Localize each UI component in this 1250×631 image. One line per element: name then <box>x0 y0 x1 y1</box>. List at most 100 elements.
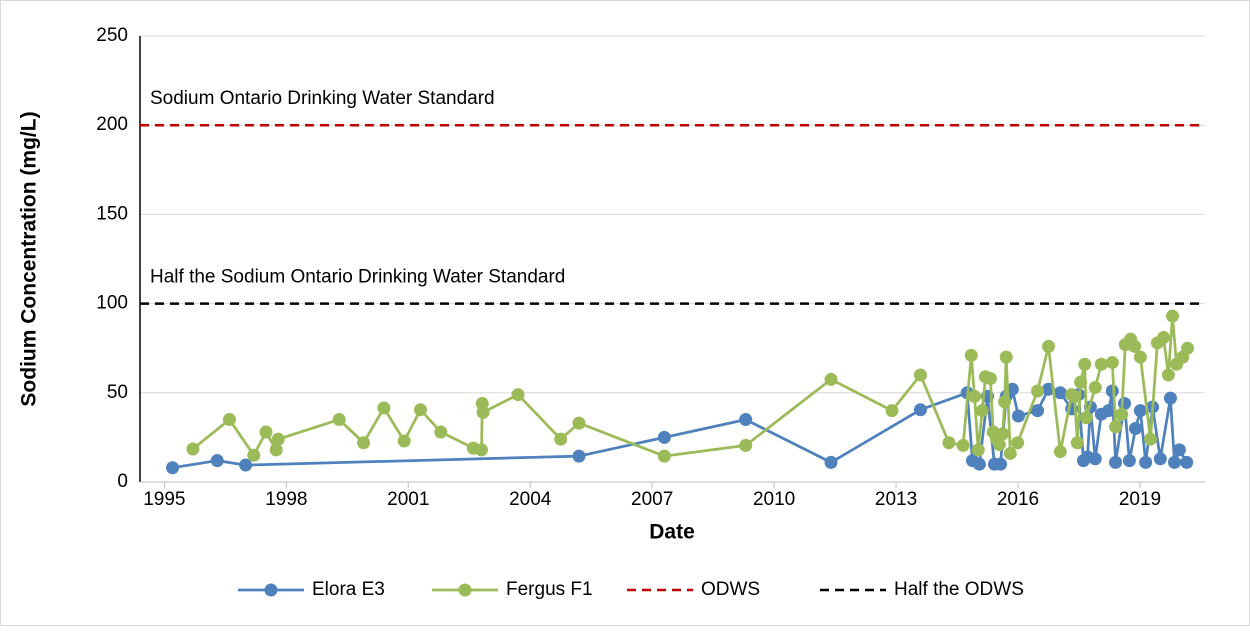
data-point <box>476 405 490 419</box>
data-point <box>1088 452 1102 466</box>
data-point <box>210 454 224 468</box>
data-point <box>998 395 1012 409</box>
y-tick-label: 50 <box>107 382 128 403</box>
data-point <box>999 350 1013 364</box>
data-point <box>186 442 200 456</box>
data-point <box>824 372 838 386</box>
data-point <box>1053 445 1067 459</box>
data-point <box>332 413 346 427</box>
data-point <box>1070 436 1084 450</box>
data-point <box>1074 375 1088 389</box>
data-point <box>824 455 838 469</box>
data-point <box>1122 454 1136 468</box>
data-point <box>942 436 956 450</box>
data-point <box>1133 404 1147 418</box>
legend-label: ODWS <box>701 579 760 600</box>
data-point <box>1161 368 1175 382</box>
data-point <box>1168 455 1182 469</box>
x-tick-label: 2004 <box>509 489 552 510</box>
data-point <box>474 443 488 457</box>
data-point <box>994 457 1008 471</box>
data-point <box>1011 436 1025 450</box>
legend-label: Elora E3 <box>312 579 385 600</box>
y-tick-label: 250 <box>96 25 128 46</box>
data-point <box>357 436 371 450</box>
data-point <box>1109 455 1123 469</box>
data-point <box>1128 421 1142 435</box>
data-point <box>1078 357 1092 371</box>
data-point <box>972 457 986 471</box>
legend-label: Fergus F1 <box>506 579 593 600</box>
data-point <box>1088 380 1102 394</box>
x-axis-label: Date <box>649 521 695 544</box>
legend-marker <box>458 583 472 597</box>
data-point <box>739 438 753 452</box>
data-point <box>992 438 1006 452</box>
y-tick-label: 200 <box>96 114 128 135</box>
data-point <box>1153 452 1167 466</box>
legend-label: Half the ODWS <box>894 579 1024 600</box>
data-point <box>572 416 586 430</box>
data-point <box>572 449 586 463</box>
data-point <box>1165 309 1179 323</box>
data-point <box>971 443 985 457</box>
x-tick-label: 2016 <box>997 489 1039 510</box>
annotation: Half the Sodium Ontario Drinking Water S… <box>150 267 565 288</box>
y-tick-label: 0 <box>117 471 128 492</box>
x-tick-label: 2007 <box>631 489 673 510</box>
data-point <box>739 413 753 427</box>
data-point <box>1163 391 1177 405</box>
data-point <box>259 425 273 439</box>
data-point <box>1042 339 1056 353</box>
data-point <box>1133 350 1147 364</box>
data-point <box>434 425 448 439</box>
data-point <box>964 348 978 362</box>
x-tick-label: 1995 <box>143 489 185 510</box>
data-point <box>1180 455 1194 469</box>
data-point <box>239 458 253 472</box>
data-point <box>657 449 671 463</box>
data-point <box>511 388 525 402</box>
data-point <box>1115 407 1129 421</box>
x-tick-label: 2013 <box>875 489 917 510</box>
data-point <box>913 403 927 417</box>
data-point <box>1144 432 1158 446</box>
data-point <box>1011 409 1025 423</box>
data-point <box>269 443 283 457</box>
data-point <box>885 404 899 418</box>
data-point <box>1105 384 1119 398</box>
data-point <box>1105 355 1119 369</box>
data-point <box>1094 357 1108 371</box>
annotation: Sodium Ontario Drinking Water Standard <box>150 88 495 109</box>
data-point <box>1053 386 1067 400</box>
data-point <box>996 427 1010 441</box>
data-point <box>397 434 411 448</box>
data-point <box>1031 384 1045 398</box>
data-point <box>956 438 970 452</box>
data-point <box>657 430 671 444</box>
data-point <box>1109 420 1123 434</box>
x-tick-label: 2019 <box>1119 489 1161 510</box>
data-point <box>1128 339 1142 353</box>
x-tick-label: 2010 <box>753 489 795 510</box>
legend-marker <box>264 583 278 597</box>
data-point <box>413 403 427 417</box>
data-point <box>1102 404 1116 418</box>
data-point <box>1068 389 1082 403</box>
data-point <box>1003 446 1017 460</box>
y-tick-label: 150 <box>96 203 128 224</box>
data-point <box>1139 455 1153 469</box>
data-point <box>1181 341 1195 355</box>
data-point <box>247 448 261 462</box>
data-point <box>271 432 285 446</box>
data-point <box>377 401 391 415</box>
x-tick-label: 1998 <box>265 489 307 510</box>
data-point <box>983 372 997 386</box>
y-tick-label: 100 <box>96 293 128 314</box>
data-point <box>913 368 927 382</box>
y-axis-label: Sodium Concentration (mg/L) <box>18 111 41 406</box>
data-point <box>222 413 236 427</box>
data-point <box>1031 404 1045 418</box>
